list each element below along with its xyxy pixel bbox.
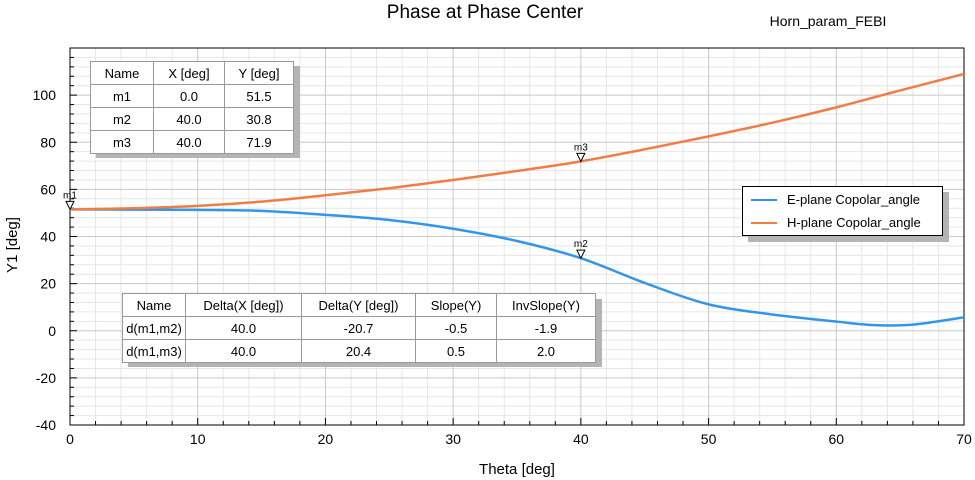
x-tick-label: 70 bbox=[956, 431, 972, 447]
x-tick-label: 10 bbox=[190, 431, 206, 447]
marker-m1-flag bbox=[65, 200, 75, 211]
table-cell: 2.0 bbox=[496, 339, 596, 363]
table-row: m3 40.0 71.9 bbox=[90, 130, 294, 154]
delta-table-header-cell: Name bbox=[122, 293, 186, 317]
series-line-e-plane bbox=[69, 208, 965, 327]
marker-m3-label: m3 bbox=[574, 142, 588, 153]
marker-m1-label: m1 bbox=[63, 190, 77, 201]
table-cell: -1.9 bbox=[496, 316, 596, 340]
chart-title: Phase at Phase Center bbox=[387, 2, 584, 23]
legend-item-h-plane: H-plane Copolar_angle bbox=[743, 213, 942, 233]
table-cell: 40.0 bbox=[153, 107, 225, 131]
legend-swatch bbox=[751, 222, 777, 224]
series-lines bbox=[69, 72, 965, 327]
y-tick-label: 60 bbox=[40, 181, 56, 197]
delta-table-header: Name Delta(X [deg]) Delta(Y [deg]) Slope… bbox=[122, 293, 596, 317]
table-cell: 20.4 bbox=[301, 339, 416, 363]
y-tick-label: 80 bbox=[40, 134, 56, 150]
table-cell: 0.0 bbox=[153, 84, 225, 108]
y-tick-label: -40 bbox=[36, 417, 56, 433]
table-cell: m3 bbox=[90, 130, 154, 154]
y-axis-label: Y1 [deg] bbox=[4, 217, 21, 273]
marker-m3-flag bbox=[576, 152, 586, 163]
x-tick-label: 0 bbox=[66, 431, 74, 447]
marker-table-header-cell: X [deg] bbox=[153, 61, 225, 85]
table-cell: 51.5 bbox=[224, 84, 294, 108]
legend-item-e-plane: E-plane Copolar_angle bbox=[743, 190, 942, 210]
y-tick-label: -20 bbox=[36, 370, 56, 386]
table-cell: 40.0 bbox=[153, 130, 225, 154]
x-tick-label: 30 bbox=[445, 431, 461, 447]
chart-subtitle: Horn_param_FEBI bbox=[770, 13, 887, 29]
legend-label: H-plane Copolar_angle bbox=[787, 215, 921, 230]
table-cell: m2 bbox=[90, 107, 154, 131]
table-cell: 40.0 bbox=[185, 339, 302, 363]
x-tick-label: 50 bbox=[701, 431, 717, 447]
marker-table-header-cell: Y [deg] bbox=[224, 61, 294, 85]
table-row: m2 40.0 30.8 bbox=[90, 107, 294, 131]
table-cell: 0.5 bbox=[415, 339, 497, 363]
table-cell: d(m1,m2) bbox=[122, 316, 186, 340]
marker-table-header-cell: Name bbox=[90, 61, 154, 85]
table-row: d(m1,m2) 40.0 -20.7 -0.5 -1.9 bbox=[122, 316, 596, 340]
table-row: m1 0.0 51.5 bbox=[90, 84, 294, 108]
table-cell: 40.0 bbox=[185, 316, 302, 340]
x-tick-label: 20 bbox=[318, 431, 334, 447]
table-cell: 71.9 bbox=[224, 130, 294, 154]
legend: E-plane Copolar_angle H-plane Copolar_an… bbox=[742, 186, 943, 236]
x-tick-label: 40 bbox=[573, 431, 589, 447]
table-row: d(m1,m3) 40.0 20.4 0.5 2.0 bbox=[122, 339, 596, 363]
marker-table-header: Name X [deg] Y [deg] bbox=[90, 61, 294, 85]
y-tick-label: 0 bbox=[48, 323, 56, 339]
y-tick-label: 40 bbox=[40, 229, 56, 245]
series-line-h-plane bbox=[69, 72, 965, 211]
delta-table-header-cell: InvSlope(Y) bbox=[496, 293, 596, 317]
marker-flags: m1 m2 m3 bbox=[63, 142, 588, 260]
table-cell: 30.8 bbox=[224, 107, 294, 131]
legend-label: E-plane Copolar_angle bbox=[787, 192, 920, 207]
delta-table-header-cell: Delta(Y [deg]) bbox=[301, 293, 416, 317]
delta-table-header-cell: Delta(X [deg]) bbox=[185, 293, 302, 317]
delta-table: Name Delta(X [deg]) Delta(Y [deg]) Slope… bbox=[122, 293, 596, 363]
table-cell: d(m1,m3) bbox=[122, 339, 186, 363]
marker-m2-flag bbox=[576, 249, 586, 260]
table-cell: m1 bbox=[90, 84, 154, 108]
tick-labels: 0 10 20 30 40 50 60 70 -40 -20 0 20 40 60 80 100 bbox=[33, 87, 972, 447]
delta-table-header-cell: Slope(Y) bbox=[415, 293, 497, 317]
x-axis-label: Theta [deg] bbox=[479, 461, 555, 478]
marker-table: Name X [deg] Y [deg] m1 0.0 51.5 m2 40.0… bbox=[90, 61, 294, 154]
table-cell: -20.7 bbox=[301, 316, 416, 340]
x-tick-label: 60 bbox=[828, 431, 844, 447]
table-cell: -0.5 bbox=[415, 316, 497, 340]
marker-m2-label: m2 bbox=[574, 239, 588, 250]
legend-swatch bbox=[751, 199, 777, 201]
y-tick-label: 20 bbox=[40, 276, 56, 292]
y-tick-label: 100 bbox=[33, 87, 57, 103]
